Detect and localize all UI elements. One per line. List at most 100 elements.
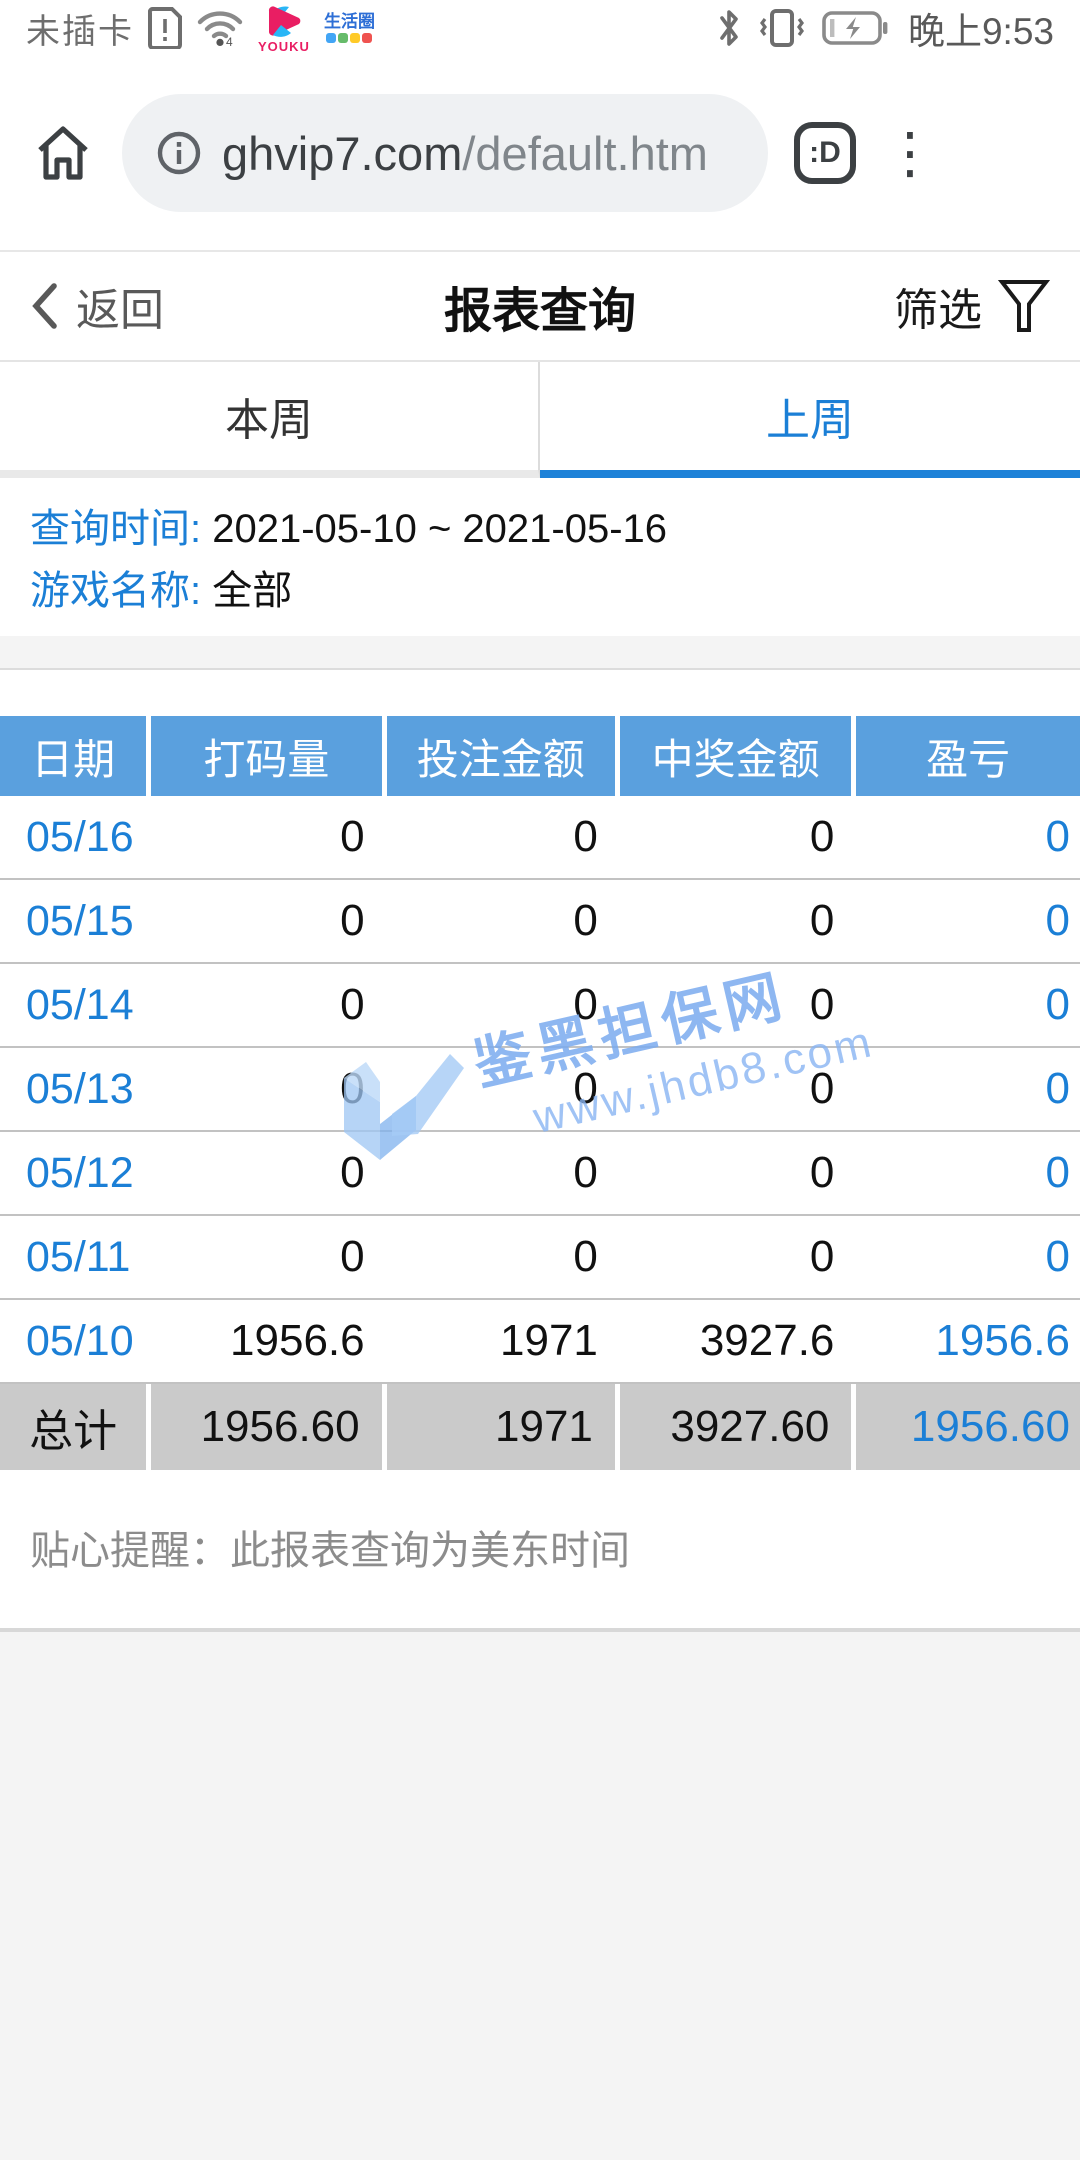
cell-win: 3927.6 <box>699 1316 835 1365</box>
youku-icon: YOUKU <box>258 3 310 53</box>
game-name-label: 游戏名称: <box>30 569 202 613</box>
cell-pl: 0 <box>1045 1148 1070 1197</box>
cell-win: 0 <box>809 1064 835 1113</box>
col-header-win: 中奖金额 <box>619 716 857 796</box>
cell-pl: 0 <box>1045 980 1070 1029</box>
cell-turnover: 0 <box>340 1064 365 1113</box>
tab-last-week[interactable]: 上周 <box>540 362 1080 478</box>
carrier-status: 未插卡 <box>26 12 134 51</box>
date-link[interactable]: 05/10 <box>26 1316 134 1365</box>
cell-pl: 0 <box>1045 1064 1070 1113</box>
cell-pl: 0 <box>1045 812 1070 861</box>
total-label: 总计 <box>0 1384 152 1470</box>
table-row: 05/13 0 0 0 0 <box>0 1048 1080 1132</box>
cell-win: 0 <box>809 896 835 945</box>
wifi-icon: 4 <box>196 8 244 48</box>
cell-turnover: 0 <box>340 896 365 945</box>
cell-turnover: 0 <box>340 1232 365 1281</box>
cell-win: 0 <box>809 1232 835 1281</box>
cell-turnover: 0 <box>340 812 365 861</box>
shenghuoquan-label: 生活圈 <box>323 12 375 31</box>
col-header-bet: 投注金额 <box>386 716 620 796</box>
query-time-label: 查询时间: <box>30 507 202 551</box>
page-title: 报表查询 <box>443 285 636 338</box>
date-link[interactable]: 05/14 <box>26 980 134 1029</box>
cell-bet: 0 <box>573 812 598 861</box>
clock-label: 晚上9:53 <box>907 11 1054 52</box>
game-name-row: 游戏名称: 全部 <box>30 560 1050 622</box>
week-tabs: 本周 上周 <box>0 360 1080 478</box>
table-row: 05/15 0 0 0 0 <box>0 880 1080 964</box>
vibrate-icon <box>756 7 808 49</box>
game-name-value: 全部 <box>201 569 293 613</box>
spacer <box>0 1576 1080 1628</box>
tab-this-week[interactable]: 本周 <box>0 362 540 478</box>
cell-bet: 0 <box>573 980 598 1029</box>
home-button[interactable] <box>30 120 96 186</box>
cell-turnover: 1956.6 <box>230 1316 365 1365</box>
spacer <box>0 670 1080 716</box>
back-button[interactable]: 返回 <box>30 274 164 338</box>
tab-switcher-button[interactable]: :D <box>794 122 856 184</box>
report-table-header: 日期 打码量 投注金额 中奖金额 盈亏 <box>0 716 1080 796</box>
back-label: 返回 <box>76 286 164 335</box>
date-link[interactable]: 05/15 <box>26 896 134 945</box>
total-pl: 1956.60 <box>856 1384 1080 1470</box>
shenghuoquan-dots <box>326 33 373 43</box>
section-strip <box>0 636 1080 670</box>
cell-bet: 1971 <box>500 1316 598 1365</box>
cell-pl: 0 <box>1045 896 1070 945</box>
col-header-pl: 盈亏 <box>856 716 1080 796</box>
page-header: 报表查询 返回 筛选 <box>0 252 1080 360</box>
total-win: 3927.60 <box>619 1384 857 1470</box>
cell-bet: 0 <box>573 1064 598 1113</box>
query-time-value: 2021-05-10 ~ 2021-05-16 <box>201 507 668 551</box>
url-path: /default.htm <box>462 126 708 180</box>
table-row: 05/11 0 0 0 0 <box>0 1216 1080 1300</box>
col-header-turnover: 打码量 <box>151 716 387 796</box>
status-bar: 未插卡 4 <box>0 0 1080 56</box>
cell-turnover: 0 <box>340 980 365 1029</box>
total-bet: 1971 <box>386 1384 620 1470</box>
filter-button[interactable]: 筛选 <box>894 274 1050 338</box>
table-row: 05/10 1956.6 1971 3927.6 1956.6 <box>0 1300 1080 1384</box>
cell-pl: 0 <box>1045 1232 1070 1281</box>
cell-bet: 0 <box>573 896 598 945</box>
date-link[interactable]: 05/12 <box>26 1148 134 1197</box>
cell-win: 0 <box>809 980 835 1029</box>
page-info-icon[interactable] <box>156 130 202 176</box>
date-link[interactable]: 05/11 <box>26 1232 131 1281</box>
sim-alert-icon <box>148 7 182 49</box>
page-bottom-area <box>0 1628 1080 2160</box>
col-header-date: 日期 <box>0 716 152 796</box>
total-turnover: 1956.60 <box>151 1384 387 1470</box>
battery-charging-icon <box>822 9 888 47</box>
funnel-icon <box>998 280 1050 332</box>
cell-bet: 0 <box>573 1232 598 1281</box>
cell-turnover: 0 <box>340 1148 365 1197</box>
cell-bet: 0 <box>573 1148 598 1197</box>
youku-wordmark: YOUKU <box>258 39 310 54</box>
toolbar-divider <box>0 250 1080 252</box>
browser-toolbar: ghvip7.com/default.htm :D ⋮ <box>0 56 1080 250</box>
filter-label: 筛选 <box>894 286 982 335</box>
svg-text:4: 4 <box>226 35 233 48</box>
cell-win: 0 <box>809 1148 835 1197</box>
cell-pl: 1956.6 <box>935 1316 1070 1365</box>
reminder-note: 贴心提醒：此报表查询为美东时间 <box>30 1529 630 1573</box>
cell-win: 0 <box>809 812 835 861</box>
address-bar[interactable]: ghvip7.com/default.htm <box>122 94 768 212</box>
shenghuoquan-icon: 生活圈 <box>324 13 375 43</box>
date-link[interactable]: 05/13 <box>26 1064 134 1113</box>
table-row: 05/16 0 0 0 0 <box>0 796 1080 880</box>
date-link[interactable]: 05/16 <box>26 812 134 861</box>
url-text[interactable]: ghvip7.com/default.htm <box>222 126 708 181</box>
browser-menu-button[interactable]: ⋮ <box>882 121 938 185</box>
table-row: 05/14 0 0 0 0 <box>0 964 1080 1048</box>
bluetooth-icon <box>716 7 742 49</box>
url-domain: ghvip7.com <box>222 126 463 180</box>
query-info: 查询时间: 2021-05-10 ~ 2021-05-16 游戏名称: 全部 <box>0 478 1080 636</box>
table-row: 05/12 0 0 0 0 <box>0 1132 1080 1216</box>
chevron-left-icon <box>32 283 57 329</box>
